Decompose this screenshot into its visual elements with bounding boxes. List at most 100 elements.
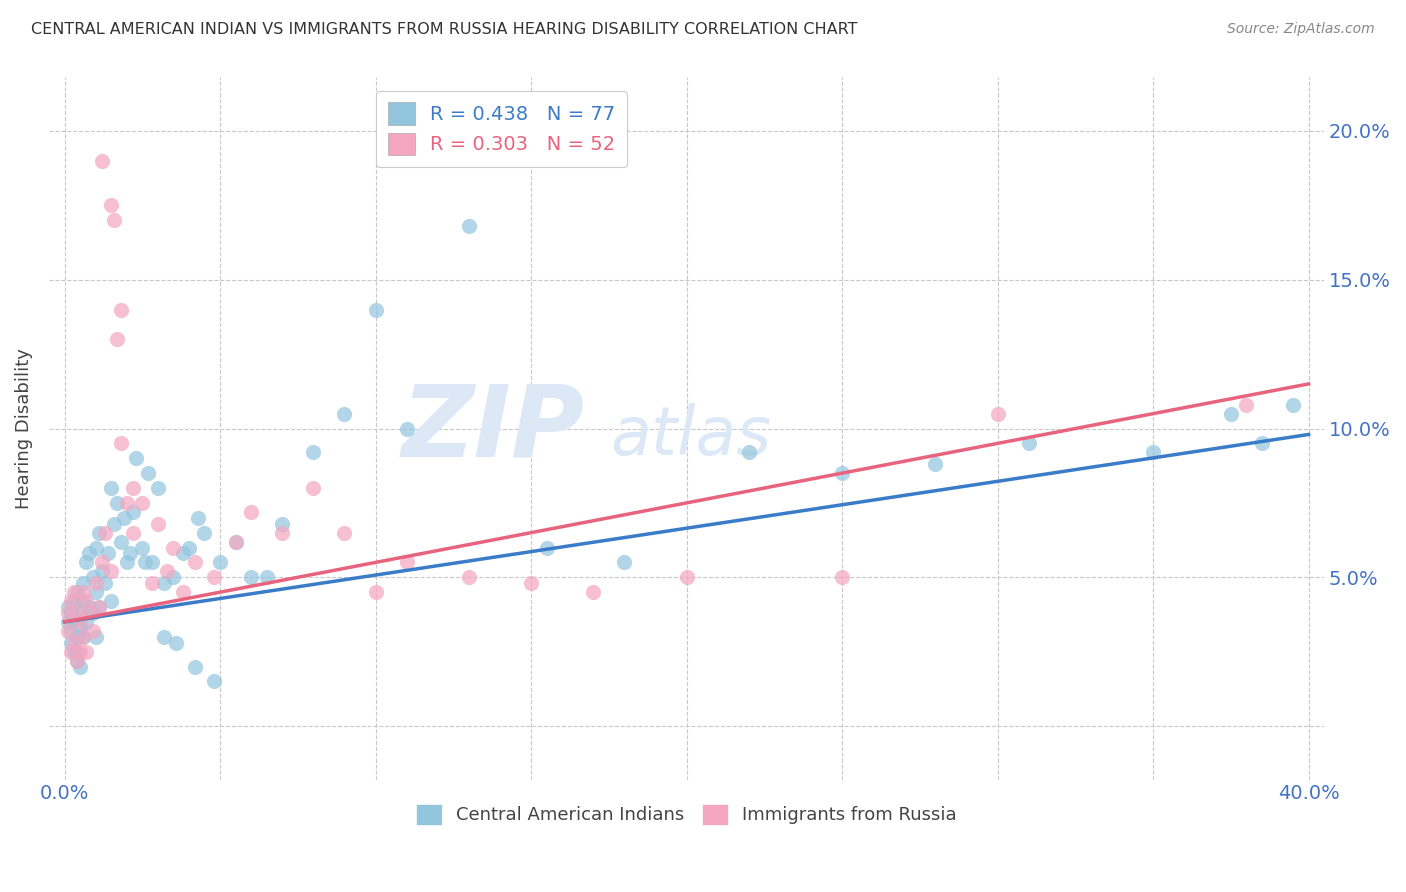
Point bbox=[66, 654, 89, 668]
Point bbox=[82, 624, 104, 638]
Point bbox=[72, 594, 94, 608]
Point bbox=[63, 636, 86, 650]
Point bbox=[63, 645, 86, 659]
Point bbox=[84, 576, 107, 591]
Point bbox=[225, 534, 247, 549]
Point bbox=[172, 585, 194, 599]
Point bbox=[202, 674, 225, 689]
Point bbox=[240, 505, 263, 519]
Point bbox=[1018, 436, 1040, 450]
Point bbox=[56, 600, 79, 615]
Point bbox=[582, 585, 605, 599]
Point bbox=[131, 541, 153, 555]
Point bbox=[100, 481, 122, 495]
Point bbox=[105, 496, 128, 510]
Point bbox=[1282, 398, 1305, 412]
Point bbox=[59, 606, 82, 620]
Text: CENTRAL AMERICAN INDIAN VS IMMIGRANTS FROM RUSSIA HEARING DISABILITY CORRELATION: CENTRAL AMERICAN INDIAN VS IMMIGRANTS FR… bbox=[31, 22, 858, 37]
Point bbox=[1251, 436, 1274, 450]
Point bbox=[56, 606, 79, 620]
Point bbox=[613, 556, 636, 570]
Text: atlas: atlas bbox=[610, 402, 770, 468]
Point bbox=[69, 659, 91, 673]
Point bbox=[138, 466, 160, 480]
Point bbox=[97, 547, 120, 561]
Point bbox=[79, 547, 101, 561]
Point bbox=[87, 600, 110, 615]
Point bbox=[110, 436, 132, 450]
Point bbox=[72, 630, 94, 644]
Point bbox=[75, 615, 97, 629]
Point bbox=[90, 556, 112, 570]
Point bbox=[187, 510, 209, 524]
Point bbox=[69, 645, 91, 659]
Point bbox=[131, 496, 153, 510]
Point bbox=[675, 570, 697, 584]
Point bbox=[79, 606, 101, 620]
Point bbox=[364, 302, 387, 317]
Point bbox=[87, 600, 110, 615]
Point bbox=[110, 534, 132, 549]
Point bbox=[1219, 407, 1241, 421]
Point bbox=[75, 645, 97, 659]
Point bbox=[125, 451, 148, 466]
Point bbox=[59, 594, 82, 608]
Legend: Central American Indians, Immigrants from Russia: Central American Indians, Immigrants fro… bbox=[408, 795, 966, 834]
Point bbox=[208, 556, 231, 570]
Point bbox=[122, 505, 145, 519]
Point bbox=[75, 556, 97, 570]
Point bbox=[103, 213, 125, 227]
Point bbox=[105, 332, 128, 346]
Point bbox=[987, 407, 1010, 421]
Point bbox=[66, 585, 89, 599]
Point bbox=[141, 556, 163, 570]
Point bbox=[100, 594, 122, 608]
Y-axis label: Hearing Disability: Hearing Disability bbox=[15, 348, 32, 509]
Point bbox=[90, 153, 112, 168]
Point bbox=[831, 466, 853, 480]
Text: ZIP: ZIP bbox=[402, 380, 585, 477]
Point bbox=[66, 645, 89, 659]
Point bbox=[63, 585, 86, 599]
Point bbox=[141, 576, 163, 591]
Point bbox=[156, 565, 179, 579]
Point bbox=[146, 516, 169, 531]
Point bbox=[56, 615, 79, 629]
Point bbox=[63, 612, 86, 626]
Point bbox=[395, 556, 418, 570]
Point bbox=[87, 525, 110, 540]
Point bbox=[134, 556, 156, 570]
Point bbox=[202, 570, 225, 584]
Point bbox=[271, 525, 294, 540]
Point bbox=[172, 547, 194, 561]
Point bbox=[112, 510, 135, 524]
Point bbox=[271, 516, 294, 531]
Point bbox=[225, 534, 247, 549]
Point bbox=[115, 496, 138, 510]
Point bbox=[110, 302, 132, 317]
Point bbox=[59, 645, 82, 659]
Point bbox=[69, 615, 91, 629]
Point bbox=[184, 659, 207, 673]
Point bbox=[59, 636, 82, 650]
Point bbox=[84, 585, 107, 599]
Point bbox=[90, 565, 112, 579]
Point bbox=[256, 570, 278, 584]
Point bbox=[153, 576, 176, 591]
Point bbox=[84, 541, 107, 555]
Point bbox=[153, 630, 176, 644]
Point bbox=[122, 481, 145, 495]
Point bbox=[94, 525, 117, 540]
Point bbox=[69, 621, 91, 635]
Point bbox=[72, 630, 94, 644]
Point bbox=[100, 565, 122, 579]
Point bbox=[75, 594, 97, 608]
Point bbox=[103, 516, 125, 531]
Point bbox=[82, 606, 104, 620]
Point bbox=[166, 636, 188, 650]
Point bbox=[738, 445, 761, 459]
Point bbox=[66, 630, 89, 644]
Point bbox=[457, 219, 479, 234]
Point bbox=[69, 606, 91, 620]
Point bbox=[177, 541, 200, 555]
